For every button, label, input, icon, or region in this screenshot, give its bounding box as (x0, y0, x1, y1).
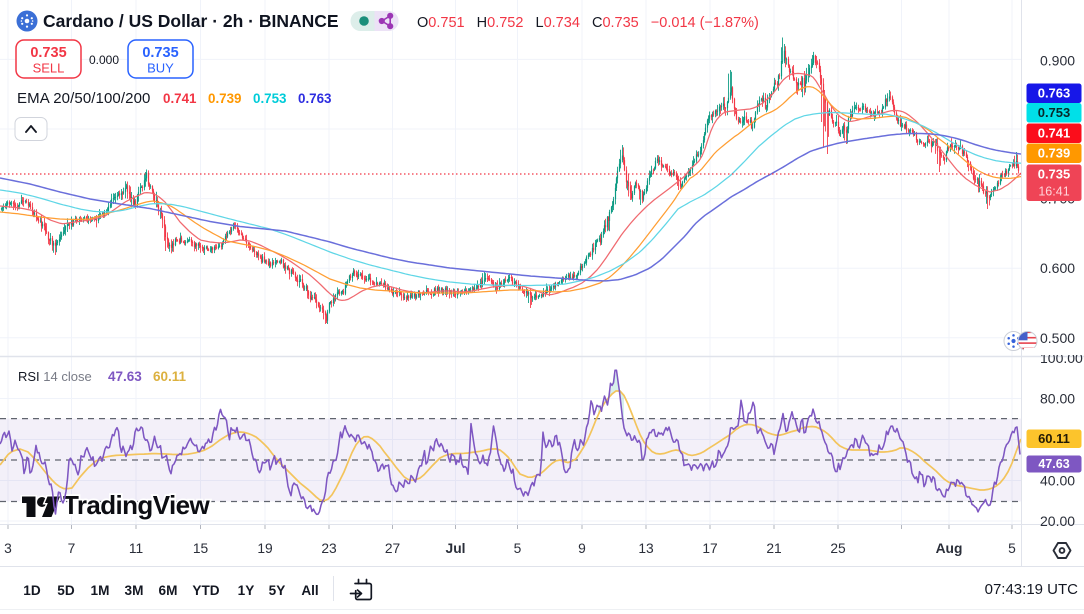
svg-text:YTD: YTD (192, 583, 219, 598)
svg-text:40.00: 40.00 (1040, 473, 1075, 489)
svg-text:RSI 14 close: RSI 14 close (18, 369, 92, 384)
svg-text:07:43:19 UTC: 07:43:19 UTC (985, 581, 1079, 598)
svg-text:11: 11 (129, 541, 143, 556)
svg-text:0.900: 0.900 (1040, 52, 1075, 68)
svg-text:0.741: 0.741 (1038, 126, 1071, 141)
svg-text:17: 17 (702, 541, 717, 556)
svg-text:0.741: 0.741 (163, 91, 197, 106)
svg-text:0.000: 0.000 (89, 53, 119, 67)
svg-text:3M: 3M (125, 583, 144, 598)
svg-text:0.735: 0.735 (30, 45, 66, 61)
svg-text:9: 9 (578, 541, 586, 556)
svg-text:6M: 6M (159, 583, 178, 598)
svg-text:1Y: 1Y (238, 583, 255, 598)
svg-text:20.00: 20.00 (1040, 513, 1075, 529)
svg-text:13: 13 (638, 541, 654, 556)
svg-text:Jul: Jul (446, 541, 466, 556)
svg-text:BUY: BUY (147, 61, 174, 76)
svg-text:27: 27 (385, 541, 400, 556)
svg-text:0.753: 0.753 (1038, 105, 1071, 120)
svg-text:Cardano / US Dollar · 2h · BIN: Cardano / US Dollar · 2h · BINANCE (43, 11, 339, 31)
svg-text:Aug: Aug (936, 541, 963, 556)
svg-text:5: 5 (1008, 541, 1016, 556)
svg-text:60.11: 60.11 (153, 369, 187, 384)
svg-text:0.500: 0.500 (1040, 330, 1075, 346)
svg-text:SELL: SELL (33, 61, 65, 76)
svg-text:47.63: 47.63 (108, 369, 142, 384)
svg-text:5Y: 5Y (269, 583, 286, 598)
svg-text:15: 15 (193, 541, 209, 556)
svg-text:7: 7 (68, 541, 76, 556)
svg-text:0.753: 0.753 (253, 91, 287, 106)
svg-text:5D: 5D (57, 583, 75, 598)
svg-text:O0.751 H0.752 L0.734 C0.: O0.751 H0.752 L0.734 C0.735 −0.014 (−1.8… (417, 15, 759, 31)
svg-text:25: 25 (830, 541, 846, 556)
svg-text:0.735: 0.735 (1038, 167, 1071, 182)
svg-text:3: 3 (4, 541, 12, 556)
svg-text:21: 21 (766, 541, 781, 556)
svg-text:All: All (301, 583, 318, 598)
svg-text:0.739: 0.739 (208, 91, 242, 106)
svg-text:60.11: 60.11 (1038, 431, 1070, 446)
svg-text:TradingView: TradingView (63, 490, 210, 520)
svg-text:0.600: 0.600 (1040, 260, 1075, 276)
svg-text:80.00: 80.00 (1040, 391, 1075, 407)
svg-text:1D: 1D (23, 583, 41, 598)
svg-text:16:41: 16:41 (1038, 184, 1069, 198)
svg-text:47.63: 47.63 (1038, 457, 1069, 471)
svg-text:5: 5 (514, 541, 522, 556)
svg-text:0.739: 0.739 (1038, 146, 1071, 161)
svg-text:0.763: 0.763 (1038, 86, 1071, 101)
svg-text:0.735: 0.735 (142, 45, 178, 61)
svg-text:1M: 1M (91, 583, 110, 598)
svg-text:19: 19 (257, 541, 273, 556)
svg-text:EMA 20/50/100/200: EMA 20/50/100/200 (17, 90, 150, 107)
svg-text:0.763: 0.763 (298, 91, 332, 106)
svg-text:23: 23 (321, 541, 337, 556)
